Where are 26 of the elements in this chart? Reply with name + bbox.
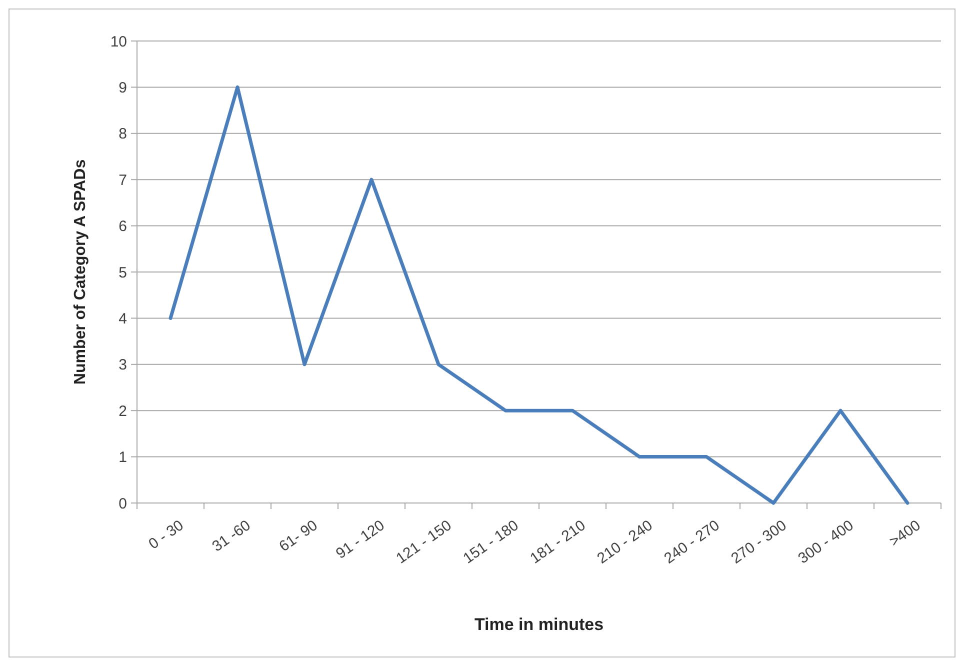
- x-axis-title: Time in minutes: [474, 615, 604, 634]
- x-tick-label: 240 - 270: [661, 516, 723, 568]
- y-tick-label: 2: [118, 402, 127, 420]
- y-axis-title: Number of Category A SPADs: [72, 159, 89, 385]
- x-tick-label: 121 - 150: [393, 516, 455, 568]
- x-tick-label: 91 - 120: [332, 516, 388, 562]
- y-tick-label: 0: [118, 495, 127, 512]
- y-tick-label: 10: [110, 33, 127, 50]
- y-tick-label: 6: [118, 218, 127, 236]
- y-tick-label: 8: [118, 126, 127, 143]
- x-tick-label: 31 -60: [209, 516, 254, 556]
- line-series: [168, 85, 910, 505]
- x-tick-label: 0 - 30: [146, 516, 187, 553]
- x-tick-label: >400: [886, 516, 924, 550]
- x-tick-label: 300 - 400: [795, 516, 857, 568]
- x-tick-label: 61- 90: [276, 516, 321, 556]
- x-tick-label: 181 - 210: [527, 516, 589, 568]
- y-tick-label: 4: [118, 310, 127, 328]
- x-tick-label: 210 - 240: [594, 516, 656, 568]
- y-tick-label: 7: [118, 172, 127, 189]
- x-tick-label: 151 - 180: [460, 516, 522, 568]
- y-tick-label: 9: [118, 79, 127, 96]
- x-tick-label: 270 - 300: [728, 516, 790, 568]
- y-tick-label: 3: [118, 356, 127, 374]
- y-tick-label: 5: [118, 264, 127, 282]
- y-tick-label: 1: [118, 449, 127, 466]
